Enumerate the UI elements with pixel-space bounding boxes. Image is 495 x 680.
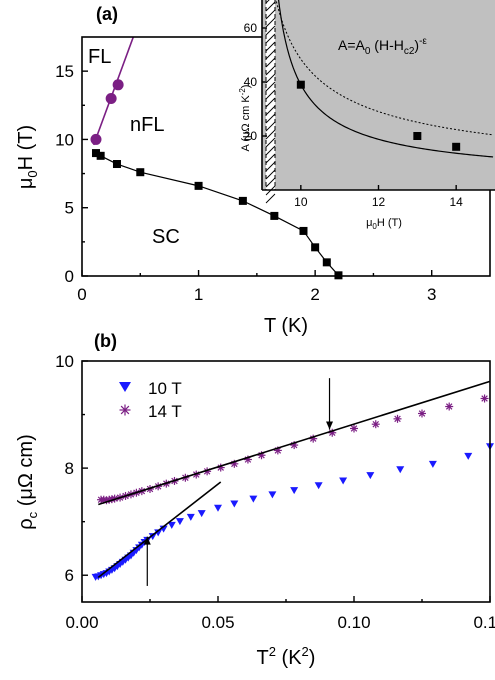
series-14t-point [480,394,489,403]
region-label-nfl: nFL [130,114,164,136]
series-10t-point [230,500,239,508]
series-10t-point [154,529,163,537]
series-14t-point [418,409,426,418]
legend-marker-10t [119,382,131,392]
panel-a-x-tick-label: 0 [77,285,86,304]
series-10t-point [339,477,348,485]
legend-entry-14t: 14 T [148,402,182,421]
series-10t-point [314,482,323,490]
panel-b-x-tick-label: 0.00 [65,613,98,632]
sc-boundary-point [311,243,320,252]
inset-data-point [296,80,305,89]
inset-data-point [413,132,422,140]
series-10t-point [186,513,195,521]
sc-boundary-point [96,151,105,160]
panel-b-plot-area [91,378,494,586]
inset-y-tick-label: 20 [244,129,258,143]
fit-line-14t [98,380,491,506]
panel-b-x-tick-label: 0.15 [473,613,495,632]
series-14t-point [445,402,454,411]
panel-a-y-tick-label: 0 [65,267,74,286]
inset-plot-area [275,0,494,158]
series-14t-point [371,420,380,429]
series-10t-point [268,491,277,499]
series-10t-point [464,452,473,460]
fl-boundary-point [112,79,124,91]
panel-b-label: (b) [94,331,117,351]
panel-a-label: (a) [96,4,118,24]
panel-a-x-ticks: 0 1 2 3 [77,270,436,304]
legend-marker-14t [119,404,131,416]
sc-boundary-point [299,226,308,235]
inset-y-tick-label: 60 [244,21,258,35]
region-label-fl: FL [88,46,111,68]
panel-b-y-axis-label: ρc (μΩ cm) [15,434,40,529]
panel-b-x-axis-label: T2 (K2) [257,644,316,669]
inset-equation: A=A0 (H-Hc2)-ε [338,36,427,57]
panel-b-y-tick-label: 10 [55,352,74,371]
series-10t-point [249,495,258,503]
legend-entry-10t: 10 T [148,379,182,398]
inset-fit-curve [277,0,494,158]
inset-x-axis-label: μ0H (T) [366,217,402,231]
sc-boundary-point [112,160,121,169]
series-10t-point [175,518,184,526]
sc-boundary-point [322,258,331,267]
sc-boundary-point [91,149,100,158]
legend-star-glyph [119,404,131,416]
inset-y-ticks: 20 40 60 [244,21,267,143]
inset-data-point [452,142,461,151]
panel-a-y-axis-label: μ0H (T) [15,125,40,189]
fl-boundary-fit-line [92,36,135,146]
series-10t-point [148,533,157,541]
inset-x-tick-label: 10 [294,195,308,209]
fl-boundary-point [90,133,102,145]
series-10t-point [428,460,437,468]
legend: 10 T 14 T [119,379,182,421]
panel-a-x-tick-label: 1 [194,285,203,304]
panel-a-x-tick-label: 3 [427,285,436,304]
fit-line-10t [97,481,222,578]
panel-b-y-tick-label: 6 [65,566,74,585]
panel-a-y-tick-label: 5 [65,199,74,218]
panel-a-x-axis-label: T (K) [264,315,308,337]
inset-x-ticks: 10 12 14 [294,185,463,209]
inset-y-tick-label: 40 [244,75,258,89]
sc-boundary-point [194,181,203,190]
panel-b-y-ticks: 6 8 10 [55,352,88,585]
sc-boundary-point [136,168,145,177]
series-10t-point [167,521,176,529]
panel-a-inset: 10 12 14 20 40 60 A=A0 (H-Hc2)-ε μ0H (T) A (… [238,0,495,231]
series-10t-point [366,472,375,480]
inset-background [262,0,495,190]
panel-a-y-tick-label: 10 [55,130,74,149]
series-10t-point [396,466,405,474]
panel-b-x-tick-label: 0.10 [337,613,370,632]
sc-boundary-point [238,196,247,205]
inset-y-axis-label: A (μΩ cm K-2) [238,85,252,152]
panel-b-frame [81,360,491,603]
sc-boundary-point [270,211,279,220]
fl-boundary-point [105,92,117,104]
series-14t-point [350,424,358,433]
inset-hatch-band [265,0,276,204]
panel-b-x-ticks: 0.00 0.05 0.10 0.15 [65,596,495,632]
series-10t-point [214,504,222,512]
panel-b-y-tick-label: 8 [65,459,74,478]
inset-x-tick-label: 14 [449,195,463,209]
series-14t-point [393,414,402,423]
arrow-marker-14t [326,378,334,430]
panel-b-x-tick-label: 0.05 [201,613,234,632]
panel-a-x-tick-label: 2 [310,285,319,304]
inset-x-tick-label: 12 [372,195,386,209]
arrow-marker-10t [143,536,151,586]
series-10t-point [197,510,206,518]
panel-b: (b) 0.00 0.05 0.10 0.15 6 8 10 10 T 14 T T2 (… [15,331,495,669]
region-label-sc: SC [152,226,180,248]
panel-a-y-tick-label: 15 [55,62,74,81]
panel-a-y-ticks: 0 5 10 15 [55,62,88,286]
series-10t-point [290,487,299,495]
